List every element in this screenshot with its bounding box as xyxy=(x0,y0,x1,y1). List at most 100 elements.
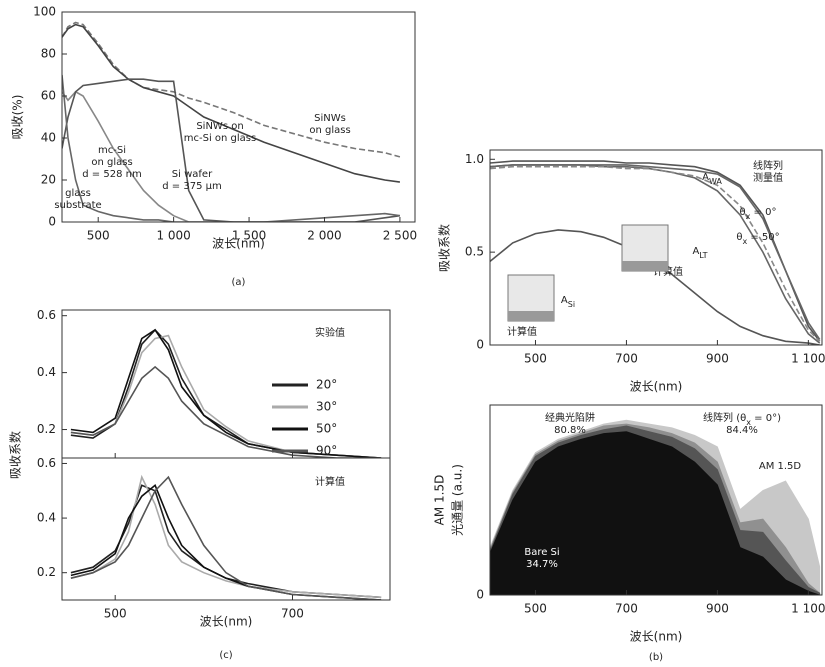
annotation-part: θ xyxy=(736,232,742,243)
y-tick-label: 100 xyxy=(33,5,56,19)
y-tick-label: 40 xyxy=(41,131,56,145)
annotation: ASi xyxy=(561,295,575,309)
annotation: θx = 50° xyxy=(736,232,779,246)
x-tick-label: 1 000 xyxy=(156,229,190,243)
y-axis-label: AM 1.5D xyxy=(433,475,447,526)
annotation: 经典光陷阱 xyxy=(545,411,595,424)
inset-substrate xyxy=(622,261,668,271)
subscript: x xyxy=(746,212,751,221)
annotation: d = 528 nm xyxy=(82,169,141,180)
annotation-part: = 0°) xyxy=(751,413,781,424)
y-tick-label: 20 xyxy=(41,173,56,187)
annotation-part: A xyxy=(561,295,568,306)
caption: (b) xyxy=(649,652,663,663)
y-tick-label: 1.0 xyxy=(465,152,484,166)
line xyxy=(70,483,382,600)
y-tick-label: 0.6 xyxy=(37,456,56,470)
annotation: 计算值 xyxy=(507,325,537,338)
legend-label: 30° xyxy=(316,400,337,414)
x-axis-label: 波长(nm) xyxy=(630,380,683,394)
annotation-part: A xyxy=(692,246,699,257)
x-tick-label: 2 000 xyxy=(307,229,341,243)
y-tick-label: 0.2 xyxy=(37,422,56,436)
subscript: LT xyxy=(699,251,707,260)
annotation: mc-Si on glass xyxy=(184,133,256,144)
annotation: substrate xyxy=(54,200,101,211)
line xyxy=(70,474,382,599)
annotation-part: = 50° xyxy=(747,232,779,243)
x-tick-label: 1 500 xyxy=(232,229,266,243)
y-tick-label: 60 xyxy=(41,89,56,103)
annotation: ALT xyxy=(692,246,707,260)
annotation: d = 375 μm xyxy=(162,181,221,192)
x-axis-label: 波长(nm) xyxy=(200,615,253,629)
annotation: on glass xyxy=(309,125,350,136)
x-tick-label: 2 500 xyxy=(383,229,417,243)
annotation: 84.4% xyxy=(726,425,758,436)
annotation: 线阵列 (θx = 0°) xyxy=(703,411,781,427)
y-tick-label: 0.2 xyxy=(37,565,56,579)
y-axis-label: 光通量 (a.u.) xyxy=(451,464,465,536)
line xyxy=(70,475,382,600)
y-tick-label: 0.4 xyxy=(37,365,56,379)
y-tick-label: 0.4 xyxy=(37,511,56,525)
y-tick-label: 0 xyxy=(48,215,56,229)
x-tick-label: 500 xyxy=(87,229,110,243)
y-tick-label: 0.5 xyxy=(465,245,484,259)
annotation: 计算值 xyxy=(315,475,345,488)
line xyxy=(70,328,382,458)
annotation: SiNWs xyxy=(314,113,346,124)
annotation-part: 线阵列 (θ xyxy=(703,411,746,424)
line xyxy=(70,365,382,458)
annotation: 测量值 xyxy=(753,171,783,184)
line xyxy=(70,334,382,458)
annotation: θx = 0° xyxy=(740,207,777,221)
annotation: AM 1.5D xyxy=(759,461,802,472)
annotation-part: = 0° xyxy=(750,207,776,218)
x-tick-label: 500 xyxy=(524,602,547,616)
x-tick-label: 1 100 xyxy=(791,352,825,366)
line xyxy=(62,78,401,222)
plot-frame xyxy=(489,149,823,346)
line xyxy=(70,328,382,458)
inset-substrate xyxy=(508,311,554,321)
x-tick-label: 700 xyxy=(615,352,638,366)
caption: (c) xyxy=(219,650,232,661)
annotation: SiNWs on xyxy=(196,121,243,132)
y-tick-label: 0.6 xyxy=(37,308,56,322)
annotation: AWA xyxy=(702,172,722,186)
y-axis-label: 吸收系数 xyxy=(437,224,452,272)
y-axis-label: 吸收系数 xyxy=(8,431,23,479)
annotation-part: θ xyxy=(740,207,746,218)
y-axis-label: 吸收(%) xyxy=(11,95,25,140)
legend-label: 50° xyxy=(316,422,337,436)
subscript: WA xyxy=(709,177,722,186)
x-tick-label: 500 xyxy=(524,352,547,366)
annotation: 线阵列 xyxy=(753,159,783,172)
line xyxy=(490,165,821,342)
line xyxy=(62,90,400,222)
legend-label: 20° xyxy=(316,378,337,392)
x-tick-label: 500 xyxy=(104,607,127,621)
y-tick-label: 80 xyxy=(41,47,56,61)
x-axis-label: 波长(nm) xyxy=(212,237,265,251)
annotation: glass xyxy=(65,188,91,199)
caption: (a) xyxy=(232,277,246,288)
annotation-part: A xyxy=(702,172,709,183)
plot-frame xyxy=(489,404,823,596)
annotation: mc-Si xyxy=(98,145,126,156)
annotation: Bare Si xyxy=(524,547,559,558)
annotation: 实验值 xyxy=(315,326,345,339)
x-tick-label: 900 xyxy=(706,602,729,616)
annotation: 34.7% xyxy=(526,559,558,570)
line xyxy=(62,21,401,158)
y-tick-label: 0 xyxy=(476,338,484,352)
x-tick-label: 700 xyxy=(281,607,304,621)
legend-label: 90° xyxy=(316,444,337,458)
line xyxy=(490,164,821,340)
subscript: x xyxy=(742,237,747,246)
x-tick-label: 1 100 xyxy=(791,602,825,616)
plot-frame xyxy=(61,457,391,601)
annotation: 80.8% xyxy=(554,425,586,436)
